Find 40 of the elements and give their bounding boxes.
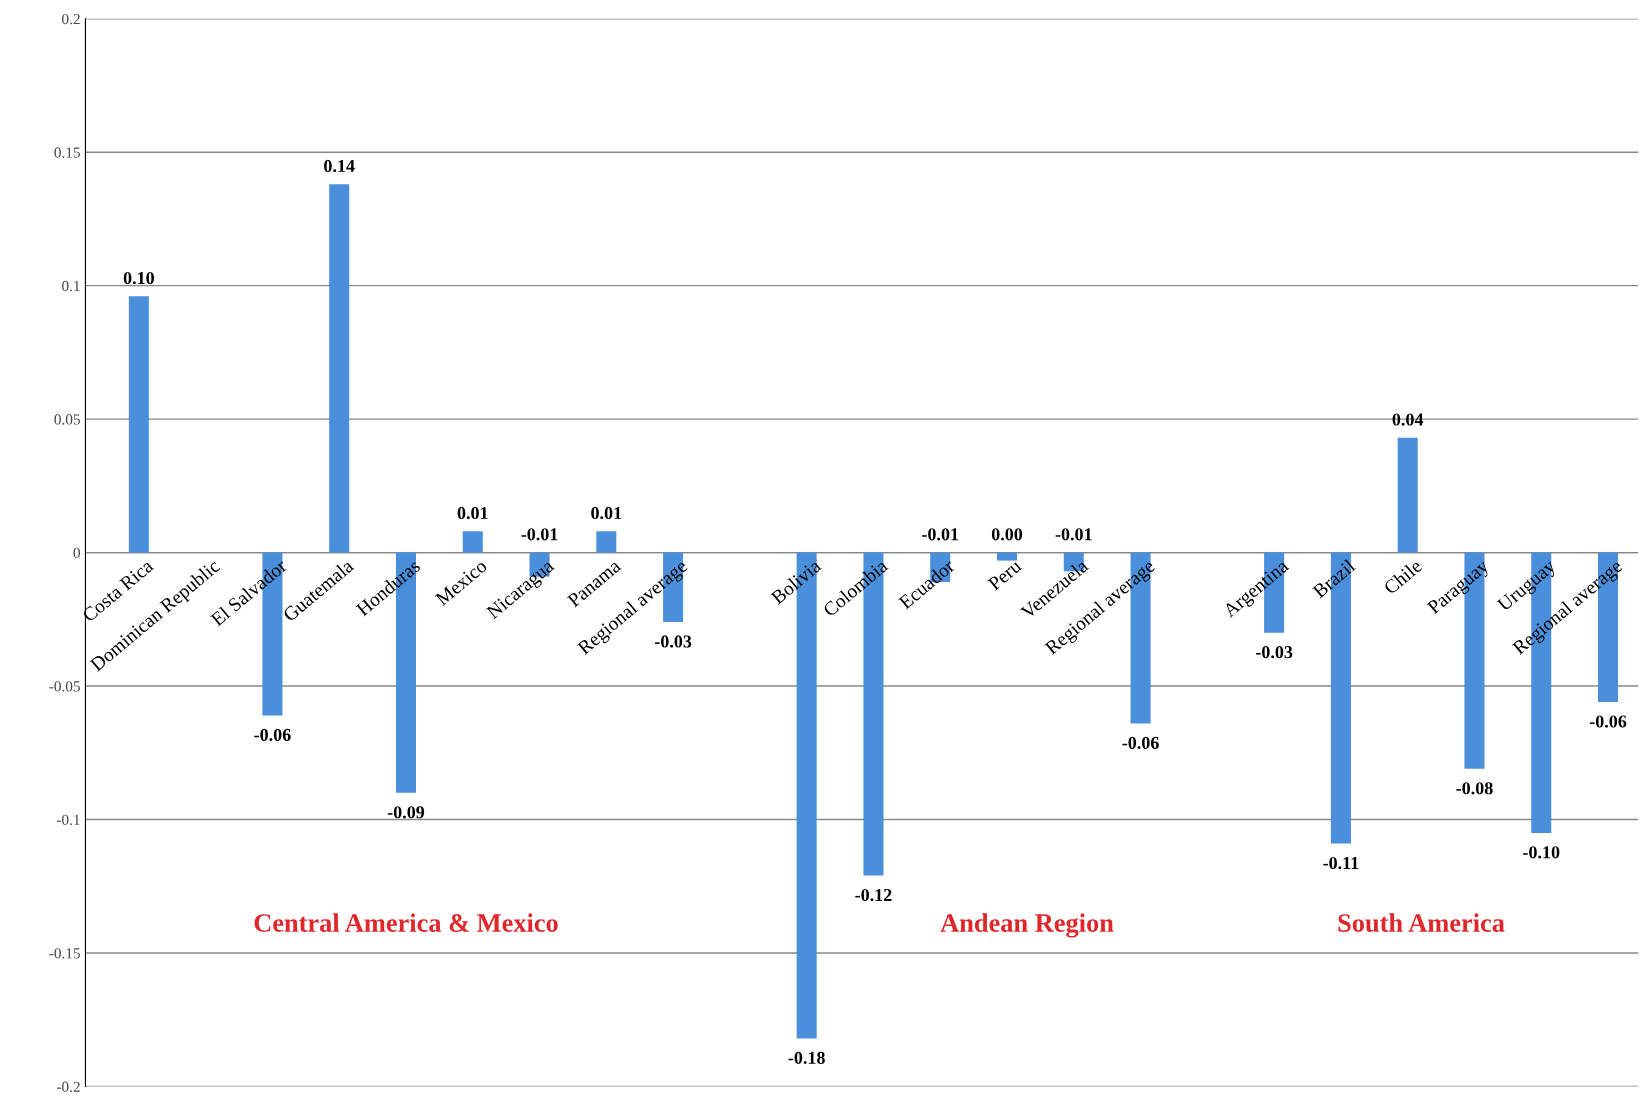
bar bbox=[329, 184, 350, 553]
y-tick-label: -0.1 bbox=[56, 814, 80, 826]
data-label: -0.06 bbox=[254, 728, 291, 742]
x-tick-label: Chile bbox=[1382, 558, 1423, 595]
annotation: Central America & Mexico bbox=[254, 913, 558, 932]
y-tick-label: -0.2 bbox=[56, 1081, 80, 1092]
y-tick-label: -0.05 bbox=[49, 681, 80, 692]
data-label: -0.01 bbox=[521, 528, 558, 541]
y-tick-label: 0.15 bbox=[54, 147, 80, 158]
x-tick-label: Peru bbox=[987, 558, 1023, 591]
data-label: -0.18 bbox=[788, 1051, 825, 1065]
y-tick-label: 0.05 bbox=[54, 414, 80, 425]
data-label: 0.00 bbox=[991, 528, 1023, 541]
data-label: -0.01 bbox=[1055, 528, 1092, 541]
annotation: Andean Region bbox=[940, 913, 1114, 938]
data-label: 0.01 bbox=[591, 506, 622, 520]
data-label: 0.10 bbox=[123, 271, 154, 285]
data-label: 0.01 bbox=[457, 506, 488, 520]
data-label: -0.03 bbox=[654, 635, 692, 648]
data-label: -0.06 bbox=[1589, 715, 1627, 728]
bar bbox=[1397, 437, 1418, 553]
y-tick-label: -0.15 bbox=[49, 948, 80, 959]
bar bbox=[996, 552, 1018, 561]
data-label: -0.03 bbox=[1255, 646, 1293, 659]
data-label: -0.01 bbox=[922, 528, 959, 541]
bar bbox=[596, 531, 617, 553]
bar bbox=[462, 531, 483, 553]
annotation: South America bbox=[1338, 913, 1505, 932]
y-tick-label: 0.2 bbox=[62, 13, 80, 25]
data-label: -0.11 bbox=[1323, 856, 1359, 870]
bar bbox=[128, 296, 149, 553]
data-label: 0.04 bbox=[1392, 413, 1424, 426]
y-tick-label: 0.1 bbox=[62, 280, 80, 292]
y-tick-label: 0 bbox=[73, 547, 80, 559]
data-label: -0.12 bbox=[855, 888, 892, 902]
data-label: -0.08 bbox=[1456, 782, 1493, 795]
data-label: -0.06 bbox=[1122, 736, 1159, 750]
data-label: -0.10 bbox=[1523, 846, 1560, 859]
data-label: 0.14 bbox=[324, 159, 355, 173]
data-label: -0.09 bbox=[387, 806, 425, 819]
